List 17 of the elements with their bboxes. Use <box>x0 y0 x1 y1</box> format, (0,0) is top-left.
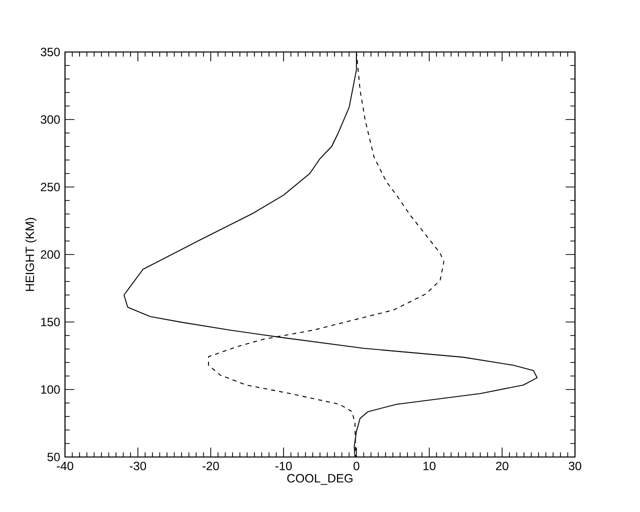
x-tick-label: 0 <box>354 462 360 470</box>
y-tick-label: 200 <box>40 250 60 259</box>
y-axis-title: HEIGHT (KM) <box>25 218 36 291</box>
y-tick-label: 150 <box>41 318 60 326</box>
x-tick-label: 20 <box>496 462 508 470</box>
y-tick-label: 250 <box>40 182 60 192</box>
x-tick-label: -10 <box>275 462 292 470</box>
y-tick-label: 300 <box>40 115 60 124</box>
x-tick-label: -20 <box>202 462 219 470</box>
y-tick-label: 100 <box>41 385 60 394</box>
y-tick-label: 50 <box>47 452 60 462</box>
x-tick-label: 10 <box>424 462 436 470</box>
x-tick-label: 30 <box>568 462 582 470</box>
x-tick-label: -40 <box>56 462 74 470</box>
x-axis-title: COOL_DEG <box>287 474 352 485</box>
y-tick-label: 350 <box>40 48 60 56</box>
x-tick-label: -30 <box>130 462 146 470</box>
